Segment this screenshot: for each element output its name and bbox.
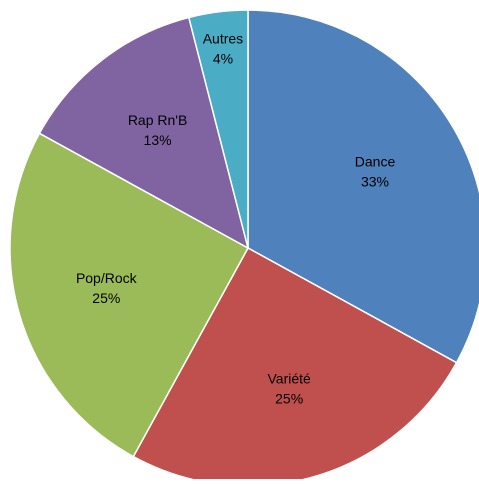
slice-value-label: 13% <box>144 132 172 148</box>
slice-label: Pop/Rock <box>76 270 138 286</box>
pie-slice <box>132 246 458 484</box>
slice-label: Autres <box>203 30 243 46</box>
pie-slice <box>247 9 479 364</box>
slice-value-label: 4% <box>213 50 233 66</box>
slice-value-label: 25% <box>275 390 303 406</box>
slice-label: Dance <box>355 154 396 170</box>
slice-value-label: 25% <box>92 290 120 306</box>
pie-slice <box>187 9 249 249</box>
pie-slice <box>9 132 250 458</box>
slice-label: Rap Rn'B <box>128 112 187 128</box>
slice-value-label: 33% <box>361 174 389 190</box>
pie-slice <box>38 16 250 250</box>
slice-label: Variété <box>268 370 312 386</box>
